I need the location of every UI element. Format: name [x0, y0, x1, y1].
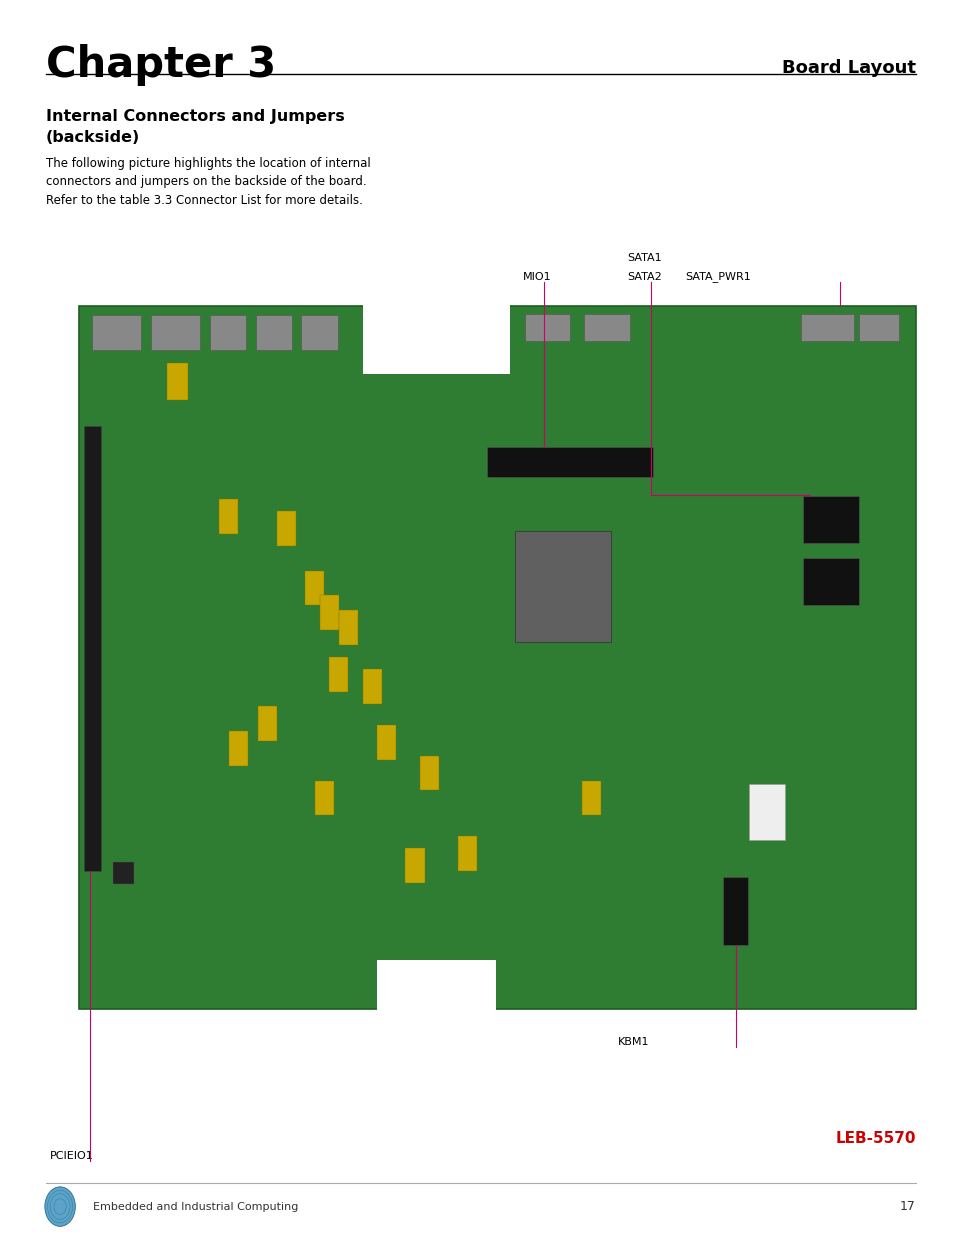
Bar	[338, 610, 357, 645]
Bar	[79, 306, 915, 1009]
Bar	[255, 315, 292, 350]
Bar	[329, 657, 348, 692]
Text: PCIEIO1: PCIEIO1	[50, 1151, 93, 1161]
Bar	[801, 314, 853, 341]
Bar	[362, 669, 381, 704]
Text: SATA_PWR1: SATA_PWR1	[684, 270, 750, 282]
Bar	[229, 731, 248, 766]
Text: Embedded and Industrial Computing: Embedded and Industrial Computing	[93, 1202, 298, 1212]
Text: MIO1: MIO1	[522, 272, 551, 282]
Bar	[219, 499, 238, 534]
Bar	[112, 862, 133, 884]
Bar	[91, 315, 141, 350]
Text: LEB-5570: LEB-5570	[835, 1131, 915, 1146]
Text: 17: 17	[899, 1200, 915, 1213]
Bar	[722, 877, 747, 945]
Text: SATA1: SATA1	[627, 253, 661, 263]
Bar	[405, 848, 424, 883]
Bar	[581, 781, 600, 815]
Bar	[276, 511, 295, 546]
Bar	[319, 595, 338, 630]
Bar	[314, 781, 334, 815]
Text: KBM1: KBM1	[618, 1037, 649, 1047]
Text: Internal Connectors and Jumpers: Internal Connectors and Jumpers	[46, 109, 344, 124]
Bar	[583, 314, 629, 341]
Bar	[802, 558, 858, 605]
Text: (backside): (backside)	[46, 130, 140, 144]
Circle shape	[45, 1187, 75, 1226]
Bar	[457, 836, 476, 871]
Bar	[305, 571, 324, 605]
Bar	[376, 725, 395, 760]
Text: Chapter 3: Chapter 3	[46, 44, 275, 86]
Bar	[376, 960, 496, 1015]
Bar	[257, 706, 276, 741]
Bar	[301, 315, 337, 350]
Bar	[802, 496, 858, 543]
Bar	[362, 294, 510, 374]
Text: SATA2: SATA2	[627, 272, 661, 282]
Bar	[84, 426, 101, 871]
Text: Board Layout: Board Layout	[781, 59, 915, 78]
Bar	[167, 363, 188, 400]
Text: The following picture highlights the location of internal
connectors and jumpers: The following picture highlights the loc…	[46, 157, 370, 206]
Bar	[748, 784, 784, 840]
Bar	[515, 531, 610, 642]
Bar	[524, 314, 570, 341]
Bar	[858, 314, 898, 341]
Bar	[151, 315, 200, 350]
Bar	[486, 447, 653, 477]
Bar	[210, 315, 246, 350]
Bar	[419, 756, 438, 790]
